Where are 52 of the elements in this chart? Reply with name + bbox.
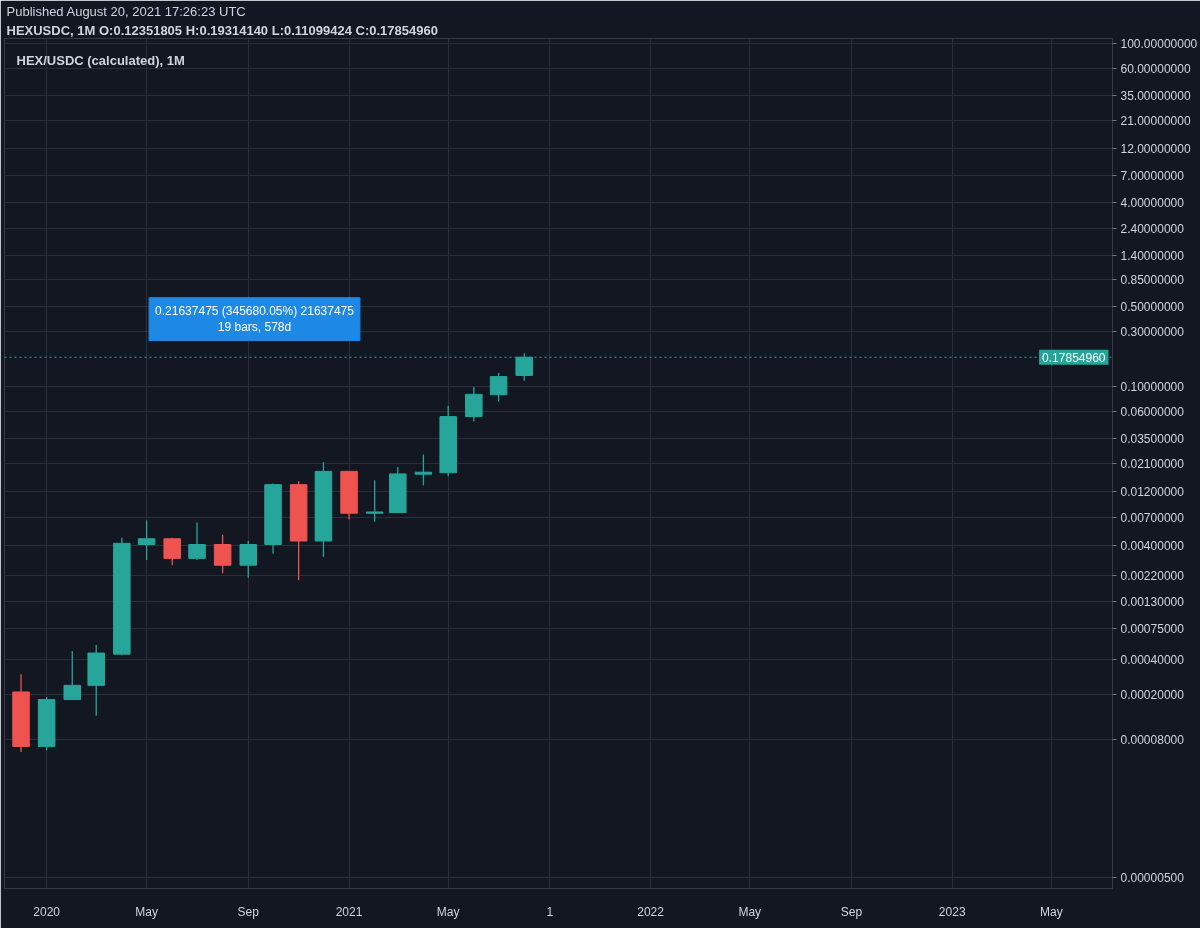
y-tick-label: 0.30000000 xyxy=(1120,324,1185,339)
y-tick-label: 0.00075000 xyxy=(1120,622,1185,637)
y-tick-label: 0.00220000 xyxy=(1120,568,1185,583)
y-tick-label: 0.00020000 xyxy=(1120,687,1185,702)
chart-subtitle: HEXUSDC, 1M O:0.12351805 H:0.19314140 L:0.11099424 C:0.17854960 xyxy=(6,22,438,38)
candlestick xyxy=(239,540,258,579)
x-tick-label: Sep xyxy=(840,904,863,919)
x-tick-label: 2021 xyxy=(335,904,363,919)
y-tick-label: 0.50000000 xyxy=(1120,299,1185,314)
x-tick-label: May xyxy=(135,904,158,919)
y-tick-label: 60.00000000 xyxy=(1120,62,1191,77)
candlestick xyxy=(188,521,206,561)
x-tick-label: 2022 xyxy=(637,904,665,919)
y-tick-label: 21.00000000 xyxy=(1120,114,1191,129)
y-tick-label: 0.01200000 xyxy=(1120,484,1185,499)
y-tick-label: 0.10000000 xyxy=(1120,379,1185,394)
x-tick-label: Sep xyxy=(237,904,260,919)
y-tick-label: 0.00008000 xyxy=(1120,733,1185,748)
candlestick xyxy=(63,650,82,701)
ref-line-label: 0.17854960 xyxy=(1042,350,1106,365)
y-tick-label: 0.00040000 xyxy=(1120,653,1185,668)
y-tick-label: 12.00000000 xyxy=(1120,141,1191,156)
candlestick xyxy=(414,453,433,487)
x-tick-label: 2023 xyxy=(938,904,966,919)
y-tick-label: 0.06000000 xyxy=(1120,404,1185,419)
y-tick-label: 0.00000500 xyxy=(1120,870,1185,885)
y-tick-label: 0.85000000 xyxy=(1120,273,1185,288)
y-tick-label: 4.00000000 xyxy=(1120,196,1185,211)
y-tick-label: 0.00130000 xyxy=(1120,595,1185,609)
y-tick-label: 100.00000000 xyxy=(1120,36,1198,51)
text: HEX/USDC (calculated), 1M xyxy=(16,52,185,68)
y-tick-label: 2.40000000 xyxy=(1120,221,1185,236)
y-tick-label: 7.00000000 xyxy=(1120,168,1185,183)
candlestick xyxy=(489,372,508,403)
candlestick xyxy=(213,534,232,574)
annotation: 0.21637475 (345680.05%) 21637475 19 bars, 578d xyxy=(155,303,355,335)
x-tick-label: 2020 xyxy=(33,904,61,919)
y-tick-label: 35.00000000 xyxy=(1120,88,1191,103)
text: Published August 20, 2021 17:26:23 UTC xyxy=(6,3,246,19)
y-tick-label: 1.40000000 xyxy=(1120,248,1185,263)
x-tick-label: 1 xyxy=(546,904,554,919)
x-tick-label: May xyxy=(436,904,460,919)
y-tick-label: 0.00400000 xyxy=(1120,539,1185,554)
y-tick-label: 0.02100000 xyxy=(1120,456,1185,471)
y-tick-label: 0.03500000 xyxy=(1120,431,1185,446)
x-tick-label: May xyxy=(1040,904,1063,919)
candlestick xyxy=(365,479,384,523)
candlestick xyxy=(137,519,156,561)
candlestick xyxy=(163,537,181,566)
x-tick-label: May xyxy=(738,904,762,919)
y-tick-label: 0.00700000 xyxy=(1120,511,1185,526)
candlestick xyxy=(465,386,483,423)
